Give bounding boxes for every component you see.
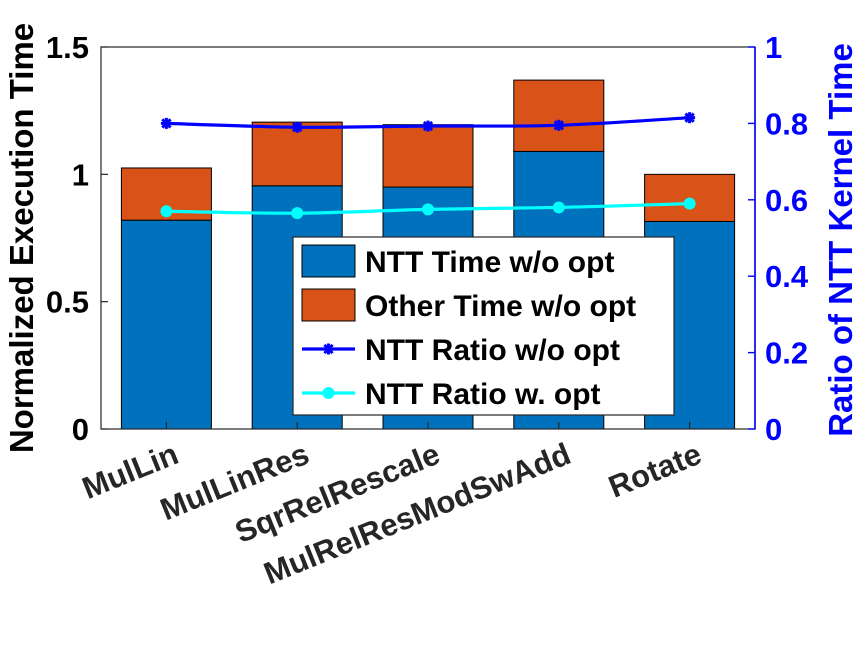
- right-axis-label: Ratio of NTT Kernel Time: [822, 43, 855, 437]
- left-tick-label: 0.5: [46, 285, 89, 320]
- legend-label: Other Time w/o opt: [365, 290, 636, 323]
- legend-swatch: [301, 244, 356, 278]
- point-ntt-ratio-wo-opt-3: [553, 119, 565, 131]
- bar-other-time-3: [513, 79, 605, 152]
- x-tick-label: Rotate: [604, 436, 707, 505]
- legend-marker: [323, 343, 334, 355]
- point-ntt-ratio-wo-opt-2: [422, 120, 434, 132]
- labels-layer: Normalized Execution Time Ratio of NTT K…: [3, 23, 855, 453]
- point-ntt-ratio-wo-opt-4: [684, 112, 696, 124]
- right-tick-label: 0.8: [765, 106, 808, 141]
- legend-label: NTT Time w/o opt: [365, 246, 614, 279]
- legend: NTT Time w/o opt Other Time w/o opt NTT Ra…: [292, 236, 675, 416]
- left-tick-label: 0: [72, 412, 89, 447]
- right-tick-label: 0.2: [765, 336, 808, 371]
- legend-swatch: [301, 288, 356, 322]
- right-tick-label: 1: [765, 30, 782, 65]
- point-ntt-ratio-w-opt-4: [683, 197, 696, 210]
- legend-marker: [322, 387, 335, 399]
- right-tick-label: 0.4: [765, 259, 809, 294]
- point-ntt-ratio-w-opt-0: [160, 205, 173, 218]
- point-ntt-ratio-wo-opt-1: [291, 121, 303, 133]
- legend-label: NTT Ratio w/o opt: [365, 334, 620, 367]
- right-tick-label: 0.6: [765, 183, 808, 218]
- left-axis-label: Normalized Execution Time: [3, 23, 40, 453]
- right-tick-label: 0: [765, 412, 782, 447]
- left-tick-label: 1.5: [46, 30, 89, 65]
- point-ntt-ratio-w-opt-2: [422, 203, 434, 216]
- legend-label: NTT Ratio w. opt: [365, 378, 601, 411]
- point-ntt-ratio-w-opt-3: [552, 201, 565, 214]
- legend-box: [292, 236, 675, 416]
- point-ntt-ratio-w-opt-1: [291, 207, 304, 220]
- bar-other-time-2: [382, 124, 474, 188]
- bar-ntt-time-0: [120, 219, 212, 430]
- point-ntt-ratio-wo-opt-0: [160, 117, 172, 129]
- bar-other-time-1: [251, 121, 343, 187]
- left-tick-label: 1: [72, 157, 89, 192]
- lines-layer: [160, 112, 696, 220]
